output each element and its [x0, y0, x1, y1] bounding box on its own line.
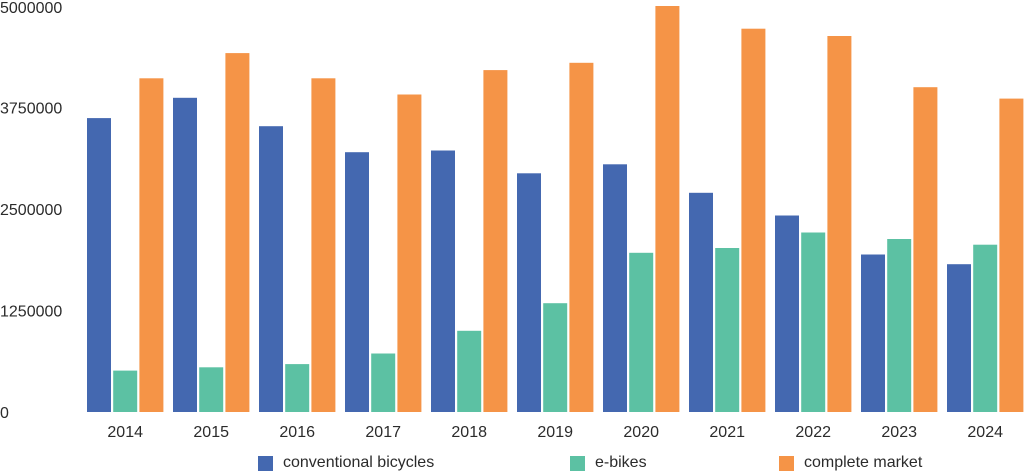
- bar-e-bikes-2019: [543, 303, 568, 412]
- x-tick-label: 2014: [107, 424, 143, 441]
- y-tick-label: 5000000: [0, 0, 62, 17]
- bar-complete-market-2019: [569, 62, 594, 413]
- x-tick-label: 2017: [365, 424, 401, 441]
- legend-label-e-bikes: e-bikes: [595, 454, 647, 471]
- bar-conventional-bicycles-2023: [861, 254, 885, 412]
- bar-complete-market-2014: [139, 78, 164, 413]
- bar-conventional-bicycles-2019: [517, 173, 541, 412]
- bar-complete-market-2015: [225, 53, 250, 412]
- bar-conventional-bicycles-2022: [775, 215, 799, 412]
- bar-complete-market-2021: [741, 28, 766, 412]
- x-tick-label: 2024: [967, 424, 1003, 441]
- bar-complete-market-2022: [827, 36, 852, 412]
- x-axis-ticks: 2014 2015 2016 2017 2018 2019 2020 2021 2022 2023…: [107, 424, 1003, 441]
- bar-conventional-bicycles-2015: [173, 97, 197, 413]
- bar-conventional-bicycles-2017: [345, 152, 369, 412]
- bar-e-bikes-2017: [371, 353, 396, 412]
- legend-item-conventional-bicycles: conventional bicycles: [258, 454, 434, 472]
- bar-e-bikes-2015: [199, 367, 224, 412]
- bar-conventional-bicycles-2020: [603, 164, 627, 412]
- bar-complete-market-2018: [483, 70, 508, 412]
- bar-conventional-bicycles-2018: [431, 150, 455, 412]
- bar-complete-market-2020: [655, 6, 680, 412]
- legend-label-complete-market: complete market: [804, 454, 923, 471]
- x-tick-label: 2021: [709, 424, 745, 441]
- y-tick-label: 2500000: [0, 202, 62, 219]
- x-tick-label: 2022: [795, 424, 831, 441]
- bar-e-bikes-2016: [285, 364, 310, 412]
- bar-conventional-bicycles-2016: [259, 126, 283, 412]
- bar-e-bikes-2022: [801, 232, 826, 412]
- bar-complete-market-2016: [311, 78, 336, 413]
- bar-e-bikes-2024: [973, 244, 998, 412]
- legend-item-e-bikes: e-bikes: [570, 454, 647, 472]
- bar-conventional-bicycles-2014: [87, 118, 111, 412]
- bar-e-bikes-2018: [457, 330, 482, 412]
- x-tick-label: 2019: [537, 424, 573, 441]
- y-axis-ticks: 0 1250000 2500000 3750000 5000000: [0, 0, 62, 422]
- x-tick-label: 2018: [451, 424, 487, 441]
- y-tick-label: 1250000: [0, 304, 62, 321]
- bar-e-bikes-2014: [113, 370, 138, 412]
- bar-e-bikes-2020: [629, 252, 654, 412]
- legend: conventional bicycles e-bikes complete m…: [0, 451, 1024, 471]
- y-tick-label: 3750000: [0, 101, 62, 118]
- legend-swatch-e-bikes: [570, 455, 585, 471]
- x-tick-label: 2015: [193, 424, 229, 441]
- legend-swatch-conventional-bicycles: [258, 455, 273, 471]
- bar-complete-market-2024: [999, 98, 1024, 412]
- x-tick-label: 2016: [279, 424, 315, 441]
- bar-conventional-bicycles-2021: [689, 192, 713, 412]
- legend-label-conventional-bicycles: conventional bicycles: [283, 454, 435, 471]
- bar-complete-market-2023: [913, 87, 938, 412]
- x-tick-label: 2020: [623, 424, 659, 441]
- legend-swatch-complete-market: [779, 455, 794, 471]
- bar-e-bikes-2023: [887, 239, 912, 412]
- y-tick-label: 0: [0, 405, 9, 422]
- x-tick-label: 2023: [881, 424, 917, 441]
- bar-complete-market-2017: [397, 94, 422, 412]
- bar-e-bikes-2021: [715, 248, 740, 412]
- bars: [87, 6, 1024, 413]
- legend-item-complete-market: complete market: [779, 454, 922, 472]
- bar-conventional-bicycles-2024: [947, 264, 971, 412]
